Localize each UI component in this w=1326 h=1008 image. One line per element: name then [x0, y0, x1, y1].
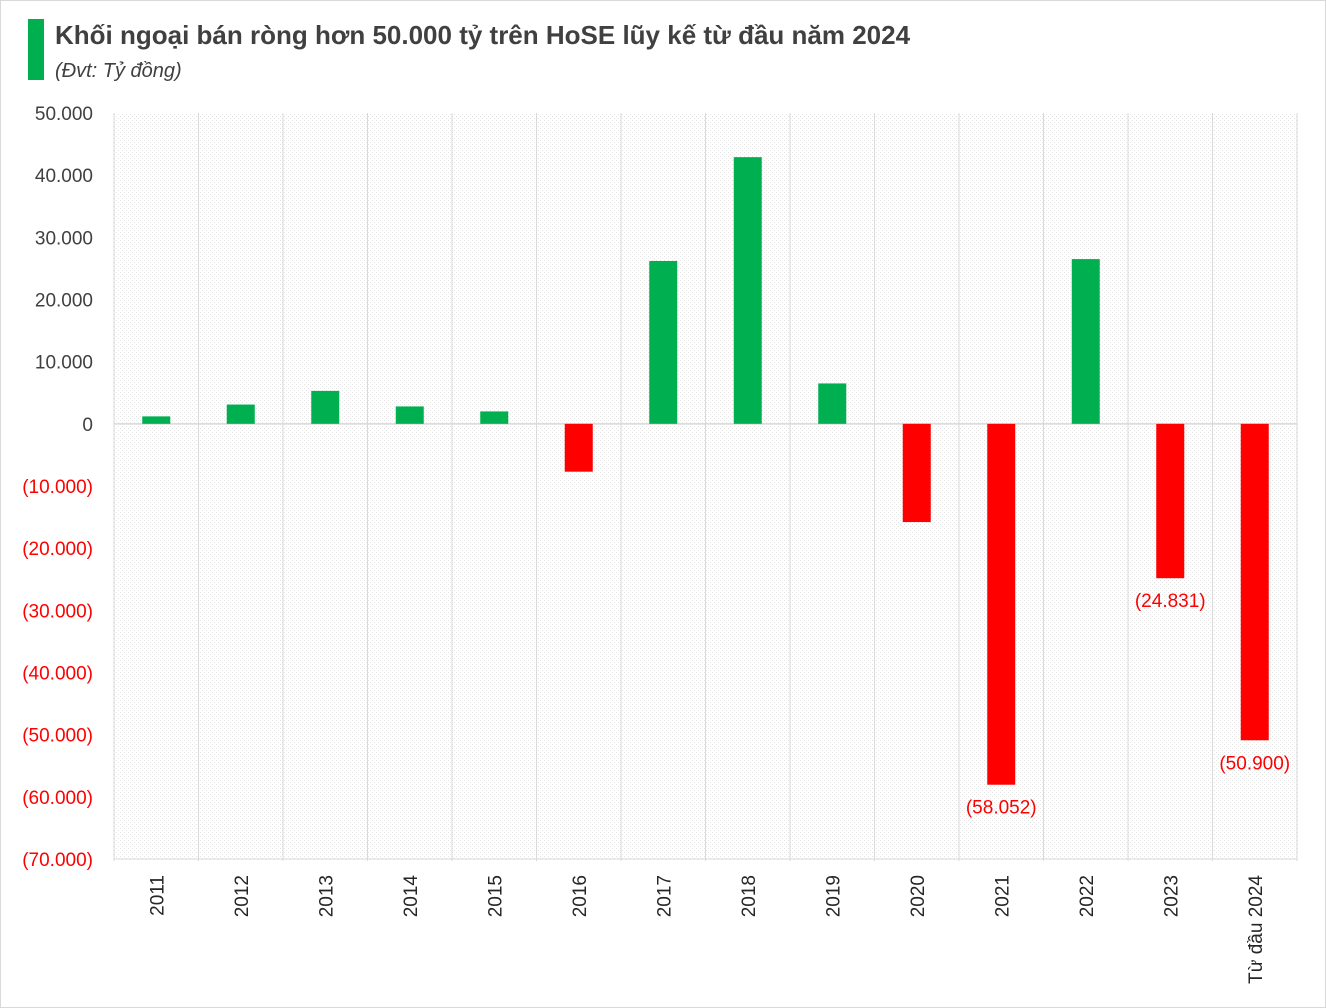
y-tick-label: (30.000) — [22, 601, 93, 622]
x-tick-label: 2016 — [570, 875, 591, 917]
y-tick-label: (40.000) — [22, 664, 93, 685]
y-tick-label: (70.000) — [22, 850, 93, 871]
bar-2016 — [564, 423, 593, 472]
y-tick-label: 40.000 — [35, 166, 93, 187]
x-tick-label: 2022 — [1077, 875, 1098, 917]
x-tick-label: 2013 — [316, 875, 337, 917]
x-tick-label: 2017 — [654, 875, 675, 917]
data-label: (50.900) — [1219, 753, 1290, 774]
x-tick-label: 2023 — [1161, 875, 1182, 917]
bar-2023 — [1156, 423, 1185, 579]
x-tick-label: 2014 — [401, 875, 422, 918]
y-tick-label: (20.000) — [22, 539, 93, 560]
bar-2017 — [649, 260, 678, 424]
chart-subtitle: (Đvt: Tỷ đồng) — [55, 60, 182, 82]
x-tick-label: Từ đầu 2024 — [1246, 875, 1267, 984]
bar-2012 — [226, 404, 255, 424]
bar-từ-đầu-2024 — [1240, 423, 1269, 741]
x-tick-label: 2015 — [485, 875, 506, 917]
x-tick-label: 2012 — [232, 875, 253, 917]
y-tick-label: 20.000 — [35, 291, 93, 312]
x-tick-label: 2021 — [992, 875, 1013, 917]
y-tick-label: 0 — [82, 415, 93, 436]
bar-2013 — [311, 390, 340, 424]
chart-title: Khối ngoại bán ròng hơn 50.000 tỷ trên H… — [55, 20, 911, 50]
bar-2019 — [818, 383, 847, 424]
bar-2022 — [1071, 259, 1100, 424]
y-tick-label: 50.000 — [35, 104, 93, 125]
data-label: (58.052) — [966, 798, 1037, 819]
bar-2020 — [902, 423, 931, 523]
y-tick-label: (10.000) — [22, 477, 93, 498]
x-tick-label: 2019 — [823, 875, 844, 917]
y-tick-label: 30.000 — [35, 228, 93, 249]
bar-2018 — [733, 157, 762, 424]
bar-2015 — [480, 411, 509, 424]
x-tick-label: 2011 — [147, 875, 168, 916]
bar-2011 — [142, 416, 171, 424]
y-tick-label: (50.000) — [22, 726, 93, 747]
y-tick-label: (60.000) — [22, 788, 93, 809]
title-accent-bar — [28, 19, 44, 80]
x-tick-label: 2020 — [908, 875, 929, 917]
data-label: (24.831) — [1135, 591, 1206, 612]
y-tick-label: 10.000 — [35, 353, 93, 374]
x-tick-label: 2018 — [739, 875, 760, 917]
bar-2014 — [395, 406, 424, 424]
bar-2021 — [987, 423, 1016, 785]
